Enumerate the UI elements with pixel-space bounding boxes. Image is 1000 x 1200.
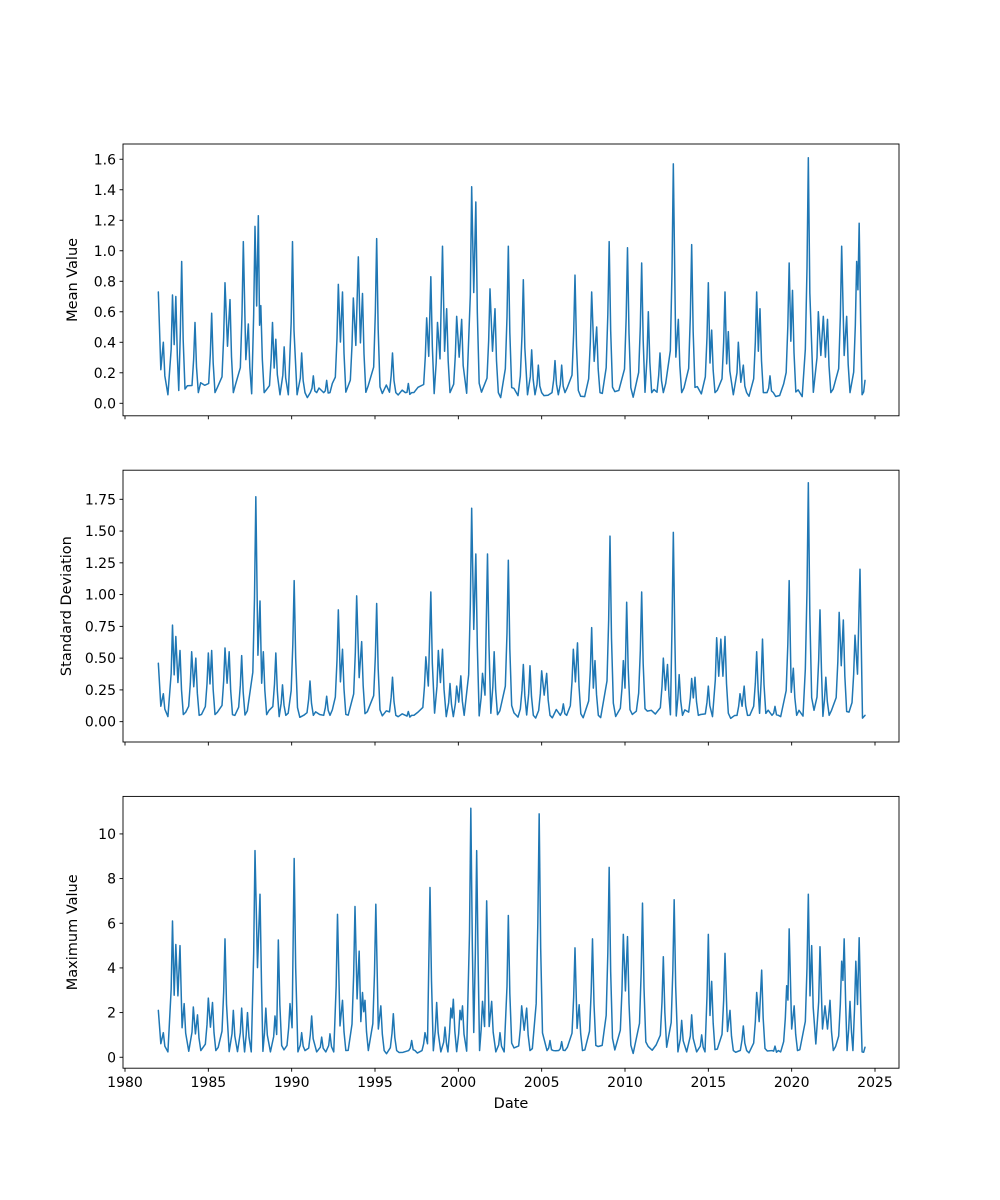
panel-mean-value: 0.0 0.2 0.4 0.6 0.8 1.0 1.2 1.4 1.6 Mean Value — [65, 143, 900, 420]
y-tick-label: 1.2 — [94, 213, 116, 229]
y-tick-label: 1.0 — [94, 244, 116, 260]
panel-mean-value-y-axis: 0.0 0.2 0.4 0.6 0.8 1.0 1.2 1.4 1.6 — [94, 152, 123, 412]
panel-standard-deviation-x-axis — [124, 742, 876, 746]
x-tick-label: 1995 — [357, 1075, 393, 1091]
y-axis-label: Mean Value — [65, 238, 81, 322]
y-tick-label: 0.75 — [85, 619, 116, 635]
y-tick-label: 0.6 — [94, 305, 116, 321]
standard-deviation-line — [157, 482, 866, 720]
y-tick-label: 0.50 — [85, 651, 116, 667]
panel-maximum-value-y-axis: 0 2 4 6 8 10 — [98, 827, 123, 1066]
panel-standard-deviation-y-axis: 0.00 0.25 0.50 0.75 1.00 1.25 1.50 1.75 — [85, 492, 123, 731]
y-tick-label: 0.00 — [85, 715, 116, 731]
y-tick-label: 1.75 — [85, 492, 116, 508]
panel-mean-value-spines — [122, 143, 900, 417]
y-tick-label: 4 — [107, 961, 116, 977]
y-tick-label: 10 — [98, 827, 116, 843]
y-tick-label: 8 — [107, 872, 116, 888]
y-tick-label: 0.0 — [94, 396, 116, 412]
x-tick-label: 1985 — [191, 1075, 227, 1091]
y-tick-label: 0.25 — [85, 683, 116, 699]
y-tick-label: 1.25 — [85, 556, 116, 572]
y-axis-label: Maximum Value — [65, 874, 81, 990]
y-tick-label: 0.8 — [94, 274, 116, 290]
x-tick-label: 2015 — [691, 1075, 727, 1091]
y-tick-label: 1.00 — [85, 588, 116, 604]
y-tick-label: 2 — [107, 1006, 116, 1022]
y-tick-label: 1.4 — [94, 183, 116, 199]
y-tick-label: 0.2 — [94, 366, 116, 382]
x-tick-label: 2010 — [607, 1075, 643, 1091]
y-axis-label: Standard Deviation — [59, 536, 75, 676]
panel-mean-value-x-axis — [124, 415, 876, 420]
mean-value-line — [157, 156, 866, 399]
y-tick-label: 1.6 — [94, 152, 116, 168]
x-axis-label: Date — [494, 1096, 529, 1112]
y-tick-label: 1.50 — [85, 524, 116, 540]
panel-standard-deviation: 0.00 0.25 0.50 0.75 1.00 1.25 1.50 1.75 Standard… — [59, 469, 900, 746]
x-tick-label: 2000 — [441, 1075, 477, 1091]
y-tick-label: 6 — [107, 916, 116, 932]
panel-maximum-value-x-axis: 1980 1985 1990 1995 2000 2005 2010 2015 2020 2025 — [107, 1068, 893, 1091]
x-tick-label: 2005 — [524, 1075, 560, 1091]
x-tick-label: 1990 — [274, 1075, 310, 1091]
x-tick-label: 1980 — [107, 1075, 143, 1091]
panel-maximum-value-spines — [122, 795, 900, 1069]
maximum-value-line — [157, 807, 866, 1055]
x-tick-label: 2020 — [774, 1075, 810, 1091]
panel-maximum-value: 0 2 4 6 8 10 1980 1985 1990 1995 2000 2005 2010 2015 2… — [65, 795, 900, 1112]
x-tick-label: 2025 — [857, 1075, 893, 1091]
y-tick-label: 0.4 — [94, 335, 116, 351]
panel-standard-deviation-spines — [122, 469, 900, 743]
y-tick-label: 0 — [107, 1050, 116, 1066]
